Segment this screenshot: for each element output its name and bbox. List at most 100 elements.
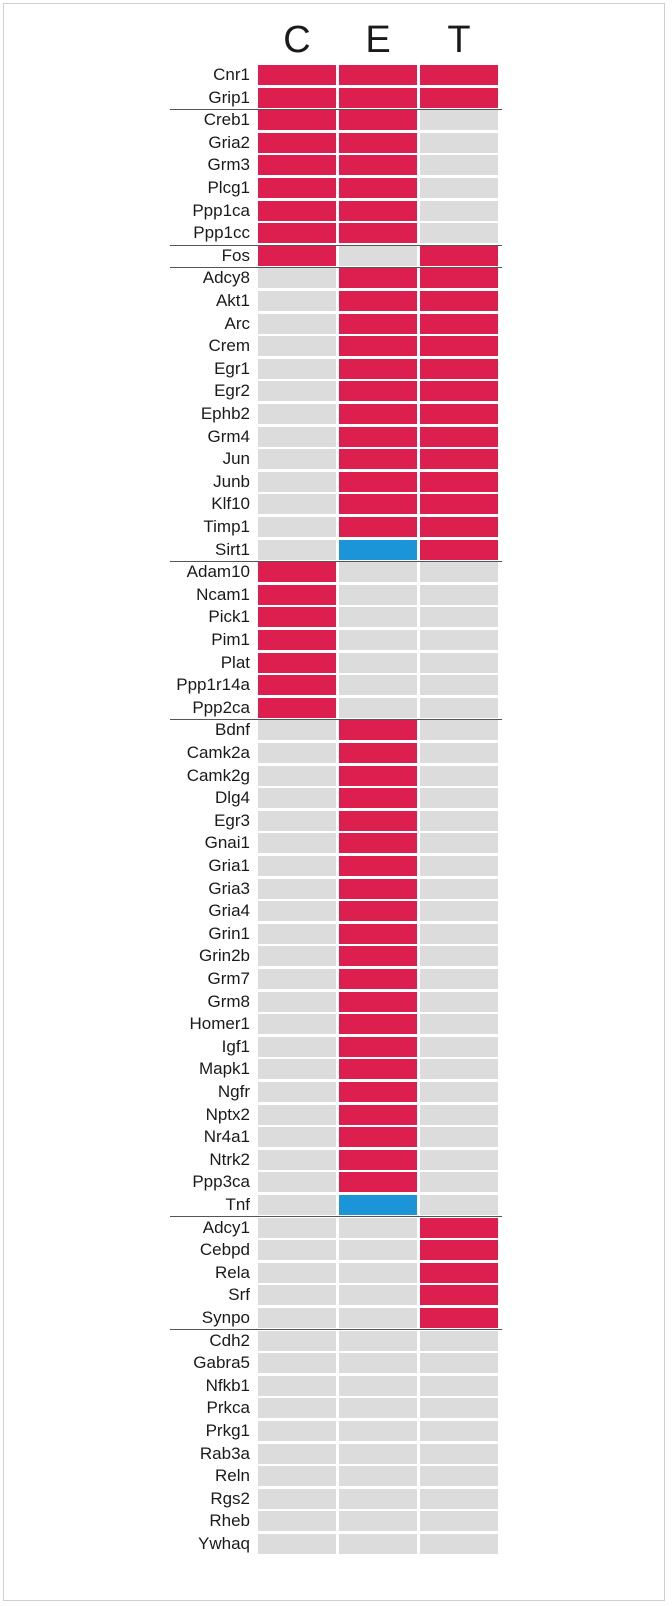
heatmap-cell xyxy=(258,720,336,741)
column-header-e: E xyxy=(365,19,391,61)
row-label: Rgs2 xyxy=(210,1488,250,1508)
heatmap-cell xyxy=(339,810,417,831)
heatmap-cell xyxy=(339,946,417,967)
row-label: Synpo xyxy=(201,1308,250,1327)
heatmap-cell xyxy=(339,1059,417,1080)
heatmap-cell xyxy=(339,1036,417,1057)
heatmap-cell xyxy=(339,404,417,424)
heatmap-cell xyxy=(339,494,417,515)
heatmap-cell xyxy=(420,1466,498,1487)
figure-frame xyxy=(3,3,665,1601)
heatmap-cell xyxy=(339,291,417,311)
heatmap-cell xyxy=(339,1466,417,1487)
row-label: Ntrk2 xyxy=(209,1149,250,1169)
heatmap-cell xyxy=(339,1149,417,1170)
heatmap-cell xyxy=(258,223,336,244)
heatmap-cell xyxy=(258,1398,336,1419)
heatmap-cell xyxy=(258,517,336,537)
row-label: Mapk1 xyxy=(198,1059,250,1079)
heatmap-cell xyxy=(258,1172,336,1193)
heatmap-cell xyxy=(258,336,336,357)
row-label: Grin2b xyxy=(198,946,250,966)
heatmap-cell xyxy=(258,268,336,289)
group-separator xyxy=(170,267,502,269)
heatmap-cell xyxy=(420,810,498,831)
heatmap-cell xyxy=(258,923,336,944)
row-label: Grm4 xyxy=(207,426,251,446)
row-label: Homer1 xyxy=(189,1014,250,1034)
row-label: Nptx2 xyxy=(205,1104,250,1124)
row-label: Fos xyxy=(221,245,250,265)
heatmap-cell xyxy=(258,426,336,447)
row-label: Gabra5 xyxy=(193,1353,250,1373)
row-label: Plcg1 xyxy=(207,178,250,197)
heatmap-cell xyxy=(339,1240,417,1261)
row-label: Egr1 xyxy=(214,358,250,378)
heatmap-cell xyxy=(339,1127,417,1148)
heatmap-cell xyxy=(339,607,417,628)
heatmap-cell xyxy=(339,200,417,221)
row-label: Nr4a1 xyxy=(203,1127,250,1147)
heatmap-cell xyxy=(420,1014,498,1035)
heatmap-cell xyxy=(420,584,498,605)
heatmap-cell xyxy=(258,946,336,967)
heatmap-cell xyxy=(339,765,417,786)
heatmap-cell xyxy=(258,313,336,334)
heatmap-cell xyxy=(339,878,417,899)
heatmap-cell xyxy=(258,1375,336,1396)
heatmap-cell xyxy=(258,833,336,854)
heatmap-cell xyxy=(420,1308,498,1328)
row-label: Dlg4 xyxy=(215,788,250,808)
row-label: Pim1 xyxy=(211,630,250,649)
group-separator xyxy=(170,244,502,246)
heatmap-cell xyxy=(339,1308,417,1328)
heatmap-cell xyxy=(258,810,336,831)
row-label: Ppp1r14a xyxy=(176,675,250,695)
row-label: Ppp1cc xyxy=(193,223,250,243)
heatmap-cell xyxy=(339,517,417,537)
row-label: Grm3 xyxy=(207,155,251,175)
heatmap-cell xyxy=(420,178,498,198)
heatmap-cell xyxy=(339,358,417,379)
row-label: Junb xyxy=(213,471,250,491)
group-separator xyxy=(170,108,502,110)
heatmap-cell xyxy=(258,1014,336,1035)
heatmap-cell xyxy=(258,1195,336,1215)
heatmap-cell xyxy=(339,584,417,605)
heatmap-cell xyxy=(258,291,336,311)
heatmap-cell xyxy=(258,1443,336,1464)
heatmap-cell xyxy=(339,1443,417,1464)
heatmap-cell xyxy=(339,336,417,357)
row-label: Nfkb1 xyxy=(205,1375,250,1395)
heatmap-cell xyxy=(258,652,336,673)
heatmap-cell xyxy=(339,1285,417,1306)
heatmap-cell xyxy=(339,1172,417,1193)
row-label: Ywhaq xyxy=(198,1534,250,1553)
heatmap-cell xyxy=(258,788,336,809)
heatmap-cell xyxy=(258,494,336,515)
heatmap-cell xyxy=(420,1262,498,1283)
heatmap-cell xyxy=(420,720,498,741)
row-label: Gria2 xyxy=(208,132,250,152)
heatmap-cell xyxy=(339,245,417,266)
row-label: Camk2g xyxy=(186,765,250,785)
heatmap-cell xyxy=(420,652,498,673)
heatmap-cell xyxy=(258,630,336,650)
heatmap-cell xyxy=(420,991,498,1012)
heatmap-cell xyxy=(420,471,498,492)
heatmap-cell xyxy=(339,697,417,718)
row-label: Grip1 xyxy=(208,87,250,107)
row-label: Jun xyxy=(222,449,250,469)
heatmap-cell xyxy=(258,607,336,628)
row-label: Ncam1 xyxy=(196,584,250,604)
heatmap-cell xyxy=(258,1059,336,1080)
heatmap-cell xyxy=(420,404,498,424)
heatmap-cell xyxy=(258,1104,336,1125)
heatmap-cell xyxy=(420,426,498,447)
heatmap-cell xyxy=(339,65,417,85)
heatmap-cell xyxy=(339,132,417,153)
heatmap-cell xyxy=(339,1082,417,1102)
heatmap-cell xyxy=(339,471,417,492)
heatmap-cell xyxy=(339,969,417,989)
heatmap-cell xyxy=(339,1421,417,1441)
